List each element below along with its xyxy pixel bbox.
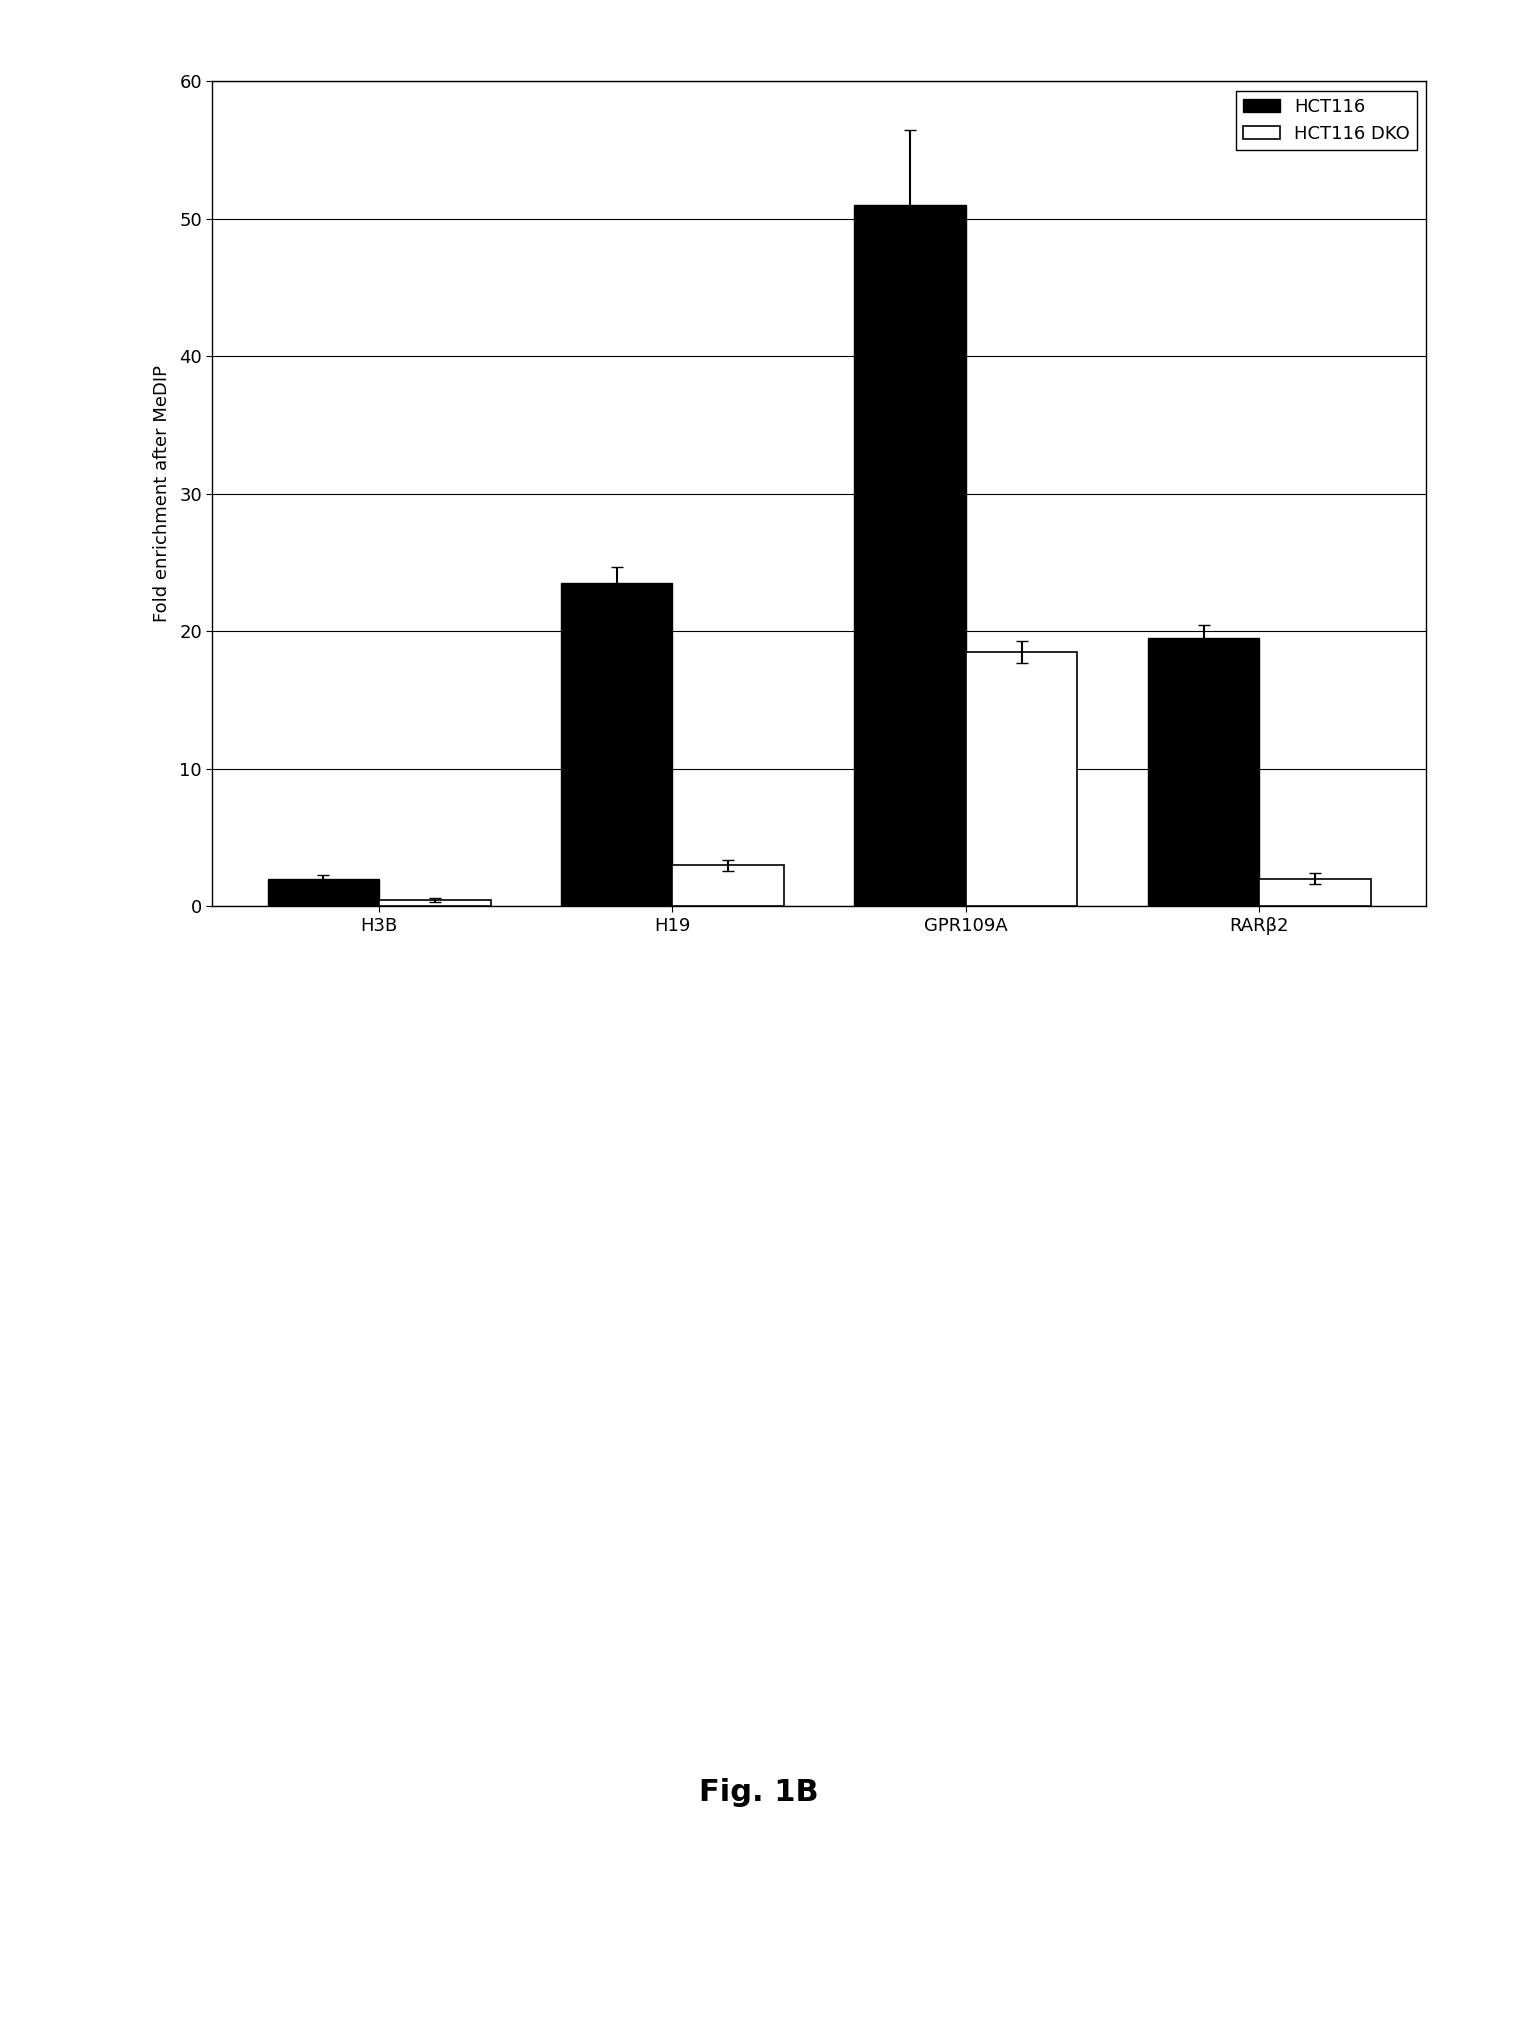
Bar [672, 866, 784, 906]
Bar [267, 880, 379, 906]
Bar [966, 652, 1077, 906]
Legend: HCT116, HCT116 DKO: HCT116, HCT116 DKO [1236, 90, 1417, 151]
Y-axis label: Fold enrichment after MeDIP: Fold enrichment after MeDIP [153, 365, 171, 623]
Bar [561, 583, 672, 906]
Bar [854, 206, 966, 906]
Bar [379, 900, 490, 906]
Text: Fig. 1B: Fig. 1B [699, 1778, 818, 1807]
Bar [1259, 880, 1371, 906]
Bar [1148, 638, 1259, 906]
